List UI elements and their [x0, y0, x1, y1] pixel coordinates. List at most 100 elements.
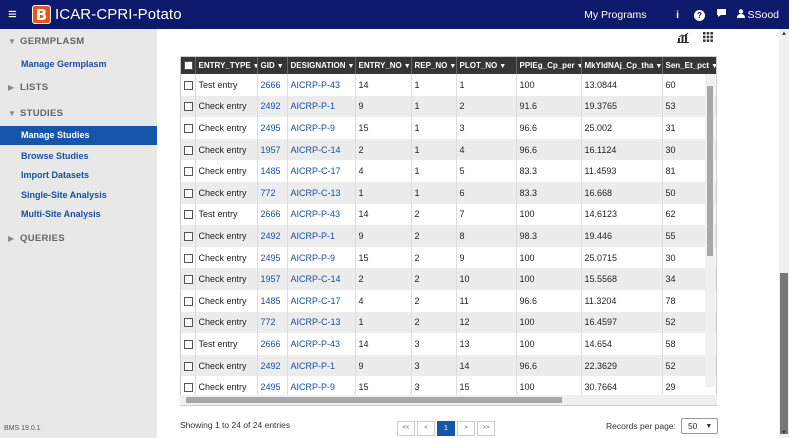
page-vertical-scrollbar[interactable]: ▲ ▼ — [779, 29, 789, 438]
table-cell-link[interactable]: 2495 — [257, 246, 288, 269]
row-checkbox[interactable] — [184, 383, 193, 393]
table-vertical-scroll-thumb[interactable] — [707, 86, 713, 256]
filter-icon[interactable]: ▼ — [347, 63, 355, 70]
table-row[interactable]: Test entry 2666 AICRP-P-43 14 3 13 100 14.654 58 — [181, 333, 716, 355]
table-horizontal-scrollbar[interactable] — [180, 395, 717, 405]
table-cell-link[interactable]: AICRP-C-17 — [287, 289, 356, 312]
table-cell-link[interactable]: AICRP-P-1 — [287, 95, 356, 118]
table-cell-link[interactable]: 772 — [257, 311, 288, 334]
table-cell-link[interactable]: AICRP-P-1 — [287, 354, 356, 377]
row-checkbox[interactable] — [184, 102, 193, 112]
table-cell-link[interactable]: 1485 — [257, 160, 288, 182]
sidebar-item-multi-site-analysis[interactable]: Multi-Site Analysis — [21, 209, 101, 219]
table-row[interactable]: Check entry 1485 AICRP-C-17 4 1 5 83.3 11.4593 8… — [181, 160, 716, 182]
table-row[interactable]: Check entry 2492 AICRP-P-1 9 3 14 96.6 22.3629 5… — [181, 354, 716, 377]
pagination-button[interactable]: > — [457, 421, 475, 436]
page-vertical-scroll-thumb[interactable] — [780, 273, 788, 434]
filter-icon[interactable]: ▼ — [253, 63, 256, 70]
filter-icon[interactable]: ▼ — [711, 63, 716, 70]
pagination-button[interactable]: 1 — [437, 421, 455, 436]
row-checkbox[interactable] — [184, 275, 193, 285]
column-header[interactable]: DESIGNATION ▼ — [287, 57, 356, 74]
table-cell-link[interactable]: AICRP-C-17 — [287, 160, 356, 182]
scroll-up-icon[interactable]: ▲ — [781, 31, 787, 37]
table-row[interactable]: Test entry 2666 AICRP-P-43 14 2 7 100 14.6123 62 — [181, 203, 716, 226]
table-cell-link[interactable]: 1485 — [257, 289, 288, 312]
sidebar-item-single-site-analysis[interactable]: Single-Site Analysis — [21, 190, 107, 200]
row-checkbox[interactable] — [184, 361, 193, 371]
table-cell-link[interactable]: 2492 — [257, 95, 288, 118]
select-all-checkbox-header[interactable] — [181, 57, 196, 74]
table-cell-link[interactable]: AICRP-P-43 — [287, 333, 356, 355]
table-cell-link[interactable]: 2666 — [257, 203, 288, 226]
filter-icon[interactable]: ▼ — [499, 63, 507, 70]
row-checkbox[interactable] — [184, 253, 193, 263]
help-icon[interactable]: ? — [689, 9, 711, 21]
column-header[interactable]: GID ▼ — [257, 57, 288, 74]
row-checkbox[interactable] — [184, 232, 193, 242]
filter-icon[interactable]: ▼ — [577, 63, 580, 70]
filter-icon[interactable]: ▼ — [403, 63, 411, 70]
sidebar-item-manage-germplasm[interactable]: Manage Germplasm — [21, 59, 107, 69]
pagination-button[interactable]: << — [397, 421, 415, 436]
table-cell-link[interactable]: 2492 — [257, 354, 288, 377]
select-all-checkbox[interactable] — [184, 61, 193, 71]
sidebar-item-browse-studies[interactable]: Browse Studies — [21, 151, 89, 161]
sidebar-section-germplasm[interactable]: ▼ GERMPLASM — [8, 36, 84, 47]
table-row[interactable]: Check entry 2495 AICRP-P-9 15 1 3 96.6 25.002 31 — [181, 117, 716, 139]
table-cell-link[interactable]: AICRP-P-43 — [287, 74, 356, 96]
row-checkbox[interactable] — [184, 210, 193, 220]
table-row[interactable]: Check entry 2495 AICRP-P-9 15 2 9 100 25.0715 30 — [181, 246, 716, 269]
table-row[interactable]: Check entry 772 AICRP-C-13 1 2 12 100 16.4597 52 — [181, 311, 716, 334]
table-cell-link[interactable]: AICRP-C-14 — [287, 138, 356, 161]
table-horizontal-scroll-thumb[interactable] — [186, 397, 562, 403]
table-cell-link[interactable]: AICRP-C-14 — [287, 268, 356, 290]
table-cell-link[interactable]: 2666 — [257, 333, 288, 355]
column-header[interactable]: PLOT_NO ▼ — [456, 57, 517, 74]
grid-view-icon[interactable] — [703, 32, 713, 42]
column-header[interactable]: PPlEg_Cp_per▼ — [516, 57, 582, 74]
pagination-button[interactable]: < — [417, 421, 435, 436]
row-checkbox[interactable] — [184, 145, 193, 155]
table-row[interactable]: Check entry 1485 AICRP-C-17 4 2 11 96.6 11.3204… — [181, 289, 716, 312]
bar-chart-icon[interactable] — [677, 32, 689, 43]
table-cell-link[interactable]: AICRP-P-1 — [287, 225, 356, 247]
sidebar-item-manage-studies[interactable]: Manage Studies — [0, 126, 157, 145]
table-row[interactable]: Check entry 2492 AICRP-P-1 9 1 2 91.6 19.3765 53 — [181, 95, 716, 118]
table-cell-link[interactable]: AICRP-C-13 — [287, 311, 356, 334]
row-checkbox[interactable] — [184, 167, 193, 177]
hamburger-menu-icon[interactable]: ≡ — [8, 6, 17, 23]
table-cell-link[interactable]: 2492 — [257, 225, 288, 247]
column-header[interactable]: REP_NO ▼ — [411, 57, 457, 74]
row-checkbox[interactable] — [184, 318, 193, 328]
table-row[interactable]: Check entry 772 AICRP-C-13 1 1 6 83.3 16.668 50 — [181, 181, 716, 204]
sidebar-section-lists[interactable]: ▶ LISTS — [8, 82, 48, 93]
table-cell-link[interactable]: AICRP-P-9 — [287, 117, 356, 139]
filter-icon[interactable]: ▼ — [655, 63, 662, 70]
filter-icon[interactable]: ▼ — [449, 63, 456, 70]
column-header[interactable]: ENTRY_NO ▼ — [355, 57, 412, 74]
chat-icon[interactable] — [711, 8, 733, 21]
table-cell-link[interactable]: 1957 — [257, 138, 288, 161]
table-cell-link[interactable]: 2495 — [257, 376, 288, 398]
row-checkbox[interactable] — [184, 124, 193, 134]
table-row[interactable]: Check entry 2492 AICRP-P-1 9 2 8 98.3 19.446 55 — [181, 225, 716, 247]
pagination-button[interactable]: >> — [477, 421, 495, 436]
table-row[interactable]: Check entry 1957 AICRP-C-14 2 2 10 100 15.5568 3… — [181, 268, 716, 290]
records-per-page-select[interactable]: 50 ▼ — [680, 418, 718, 434]
table-cell-link[interactable]: 1957 — [257, 268, 288, 290]
scroll-down-icon[interactable]: ▼ — [781, 430, 787, 436]
sidebar-section-studies[interactable]: ▼ STUDIES — [8, 108, 63, 119]
filter-icon[interactable]: ▼ — [276, 63, 284, 70]
app-logo[interactable]: B — [32, 5, 51, 24]
sidebar-item-import-datasets[interactable]: Import Datasets — [21, 170, 90, 180]
table-cell-link[interactable]: AICRP-C-13 — [287, 181, 356, 204]
table-cell-link[interactable]: AICRP-P-43 — [287, 203, 356, 226]
table-cell-link[interactable]: 2495 — [257, 117, 288, 139]
table-cell-link[interactable]: AICRP-P-9 — [287, 376, 356, 398]
table-row[interactable]: Test entry 2666 AICRP-P-43 14 1 1 100 13.0844 60 — [181, 74, 716, 96]
sidebar-section-queries[interactable]: ▶ QUERIES — [8, 233, 65, 244]
table-cell-link[interactable]: 2666 — [257, 74, 288, 96]
column-header[interactable]: ENTRY_TYPE▼ — [195, 57, 258, 74]
table-row[interactable]: Check entry 2495 AICRP-P-9 15 3 15 100 30.7664 2… — [181, 376, 716, 398]
